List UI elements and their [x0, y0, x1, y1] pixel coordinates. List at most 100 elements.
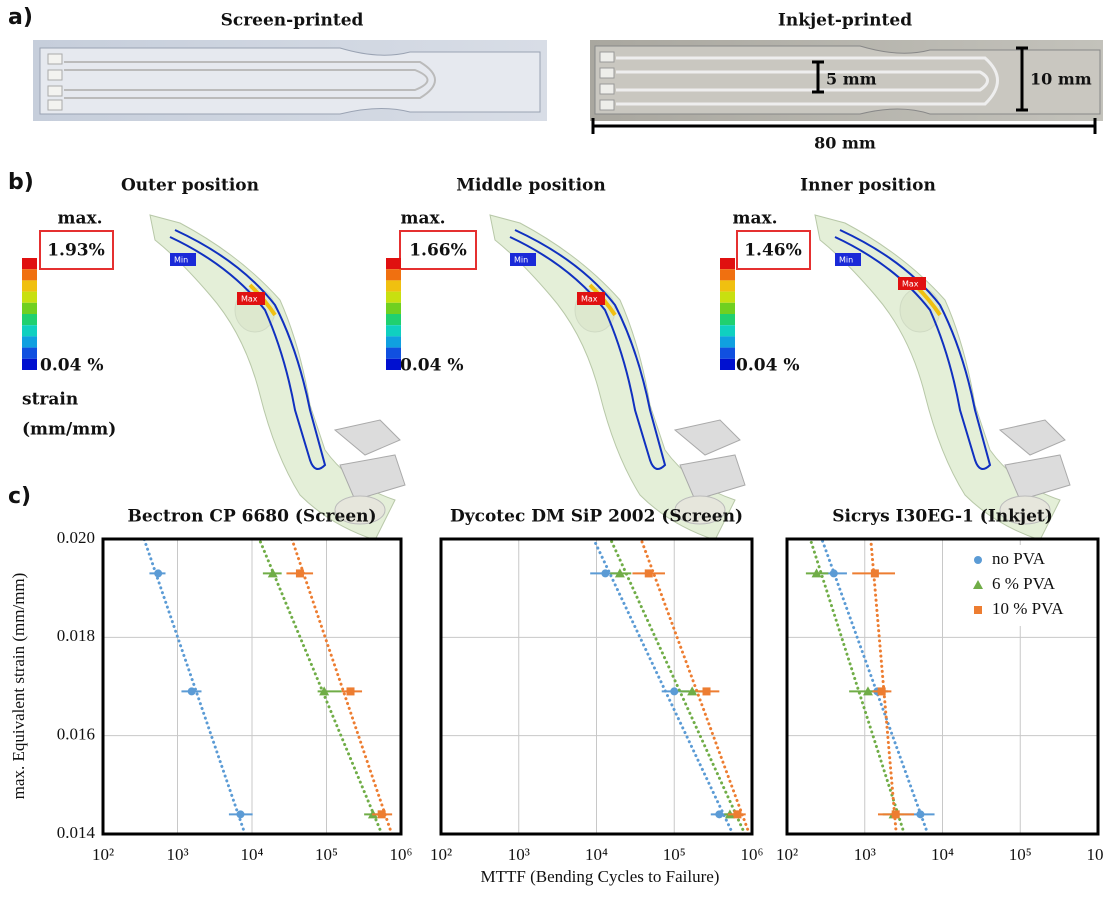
max-value: 1.46% — [744, 241, 802, 261]
trend-line — [869, 539, 898, 834]
min-tag-label: Min — [514, 256, 528, 265]
colorbar-swatch — [720, 302, 735, 314]
colorbar-swatch — [720, 314, 735, 326]
colorbar-swatch — [22, 325, 37, 337]
min-tag — [510, 253, 536, 266]
colorbar-swatch — [386, 325, 401, 337]
chart-title: Dycotec DM SiP 2002 (Screen) — [450, 507, 743, 527]
legend-label: 6 % PVA — [992, 574, 1056, 593]
simulation-model: Min Max — [149, 214, 406, 541]
max-value: 1.66% — [409, 241, 467, 261]
marker — [870, 569, 879, 578]
max-label: max. — [57, 209, 102, 229]
photo-inkjet — [590, 40, 1103, 134]
x-tick-label: 10³ — [508, 845, 530, 864]
colorbar-swatch — [720, 325, 735, 337]
x-tick-label: 10⁵ — [1009, 845, 1032, 864]
simulation-outer: Outer position max. 1.93% 0.04 % — [39, 176, 259, 376]
simulation-model: Min Max — [489, 214, 746, 541]
max-tag-label: Max — [241, 295, 258, 304]
dimension-label: 5 mm — [826, 70, 877, 89]
min-tag — [835, 253, 861, 266]
simulation-inner: Inner position max. 1.46% 0.04 % — [732, 176, 935, 376]
max-label: max. — [400, 209, 445, 229]
plot-frame — [101, 537, 403, 836]
min-tag-label: Min — [839, 256, 853, 265]
colorbar-swatch — [386, 358, 401, 370]
clamp-roller — [334, 495, 386, 525]
x-tick-label: 10⁴ — [241, 845, 264, 864]
colorbar-swatch — [386, 302, 401, 314]
colorbar-swatch — [386, 291, 401, 303]
legend-label: no PVA — [992, 549, 1046, 568]
strip — [149, 214, 396, 541]
strip — [814, 214, 1061, 541]
marker — [687, 686, 698, 696]
colorbar-swatch — [22, 280, 37, 292]
min-tag — [170, 253, 196, 266]
colorbar-swatch — [22, 258, 37, 270]
colorbar-swatch — [22, 291, 37, 303]
marker — [187, 687, 196, 696]
marker — [702, 687, 711, 696]
trend-line — [257, 539, 384, 834]
clamp-roller — [674, 495, 726, 525]
colorbar-swatch — [22, 314, 37, 326]
strip — [489, 214, 736, 541]
x-tick-label: 10⁴ — [931, 845, 954, 864]
colorbar-swatch — [720, 258, 735, 270]
x-tick-label: 10⁵ — [663, 845, 686, 864]
marker — [154, 569, 163, 578]
x-axis-label: MTTF (Bending Cycles to Failure) — [481, 867, 720, 886]
marker — [295, 569, 304, 578]
marker — [670, 687, 679, 696]
marker — [236, 810, 245, 819]
photo-title: Screen-printed — [221, 11, 364, 31]
x-tick-label: 10³ — [854, 845, 876, 864]
marker — [346, 687, 355, 696]
y-tick-label: 0.014 — [57, 823, 96, 842]
x-tick-label: 10³ — [166, 845, 188, 864]
colorbar-swatch — [720, 358, 735, 370]
x-tick-label: 10⁶ — [390, 845, 413, 864]
colorbar-swatch — [720, 291, 735, 303]
trend-line — [639, 539, 751, 834]
min-value: 0.04 % — [400, 356, 463, 376]
position-title: Inner position — [800, 176, 936, 196]
colorbar-swatch — [22, 302, 37, 314]
colorbar-swatch — [386, 258, 401, 270]
dimension-label: 10 mm — [1030, 70, 1092, 89]
marker — [916, 810, 925, 819]
max-tag — [898, 277, 926, 290]
max-value: 1.93% — [47, 241, 105, 261]
x-tick-label: 10² — [430, 845, 452, 864]
trend-line — [142, 539, 247, 834]
trend-line — [608, 539, 747, 834]
x-tick-label: 10⁶ — [1087, 845, 1103, 864]
y-tick-label: 0.016 — [57, 725, 95, 744]
max-tag-label: Max — [902, 280, 919, 289]
colorbar-swatch — [386, 269, 401, 281]
max-label: max. — [732, 209, 777, 229]
marker — [974, 556, 982, 564]
colorbar-swatch — [386, 280, 401, 292]
photo-title: Inkjet-printed — [778, 11, 912, 31]
trend-line — [808, 539, 906, 834]
y-tick-label: 0.020 — [57, 528, 95, 547]
position-title: Middle position — [456, 176, 606, 196]
marker — [377, 810, 386, 819]
y-axis-label: max. Equivalent strain (mm/mm) — [9, 573, 28, 800]
x-tick-label: 10² — [776, 845, 798, 864]
panel-label: a) — [8, 5, 33, 30]
trend-line — [290, 539, 394, 834]
marker — [974, 606, 982, 614]
panel-label: c) — [8, 484, 31, 509]
position-title: Outer position — [121, 176, 259, 196]
marker — [862, 686, 873, 696]
colorbar-swatch — [720, 280, 735, 292]
min-value: 0.04 % — [40, 356, 103, 376]
marker — [877, 687, 886, 696]
colorbar-swatch — [386, 347, 401, 359]
marker — [829, 569, 838, 578]
